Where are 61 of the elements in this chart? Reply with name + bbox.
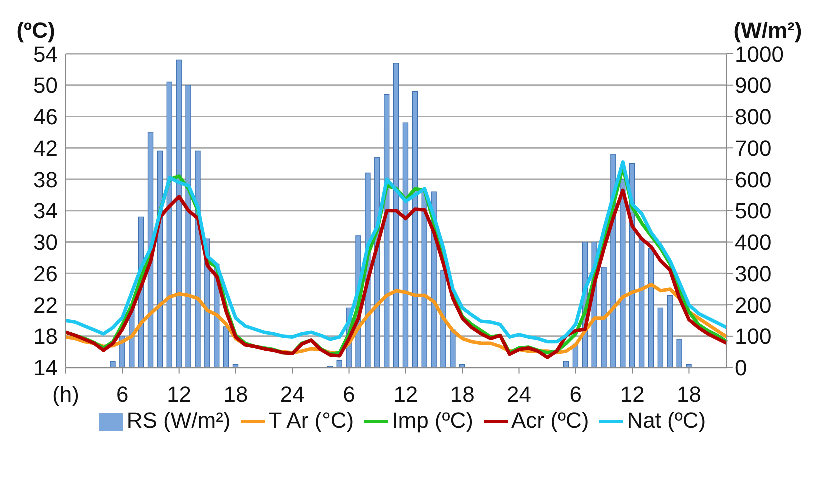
bar (676, 339, 682, 368)
y2-tick-label: 800 (735, 104, 772, 130)
x-tick-label: 24 (280, 382, 305, 407)
y-tick-label: 50 (34, 73, 58, 98)
x-tick-label: (h) (52, 382, 80, 407)
y-tick-label: 14 (34, 356, 58, 381)
y2-tick-label: 300 (735, 261, 772, 286)
bar (166, 82, 172, 368)
bar (176, 60, 182, 368)
y-axis-title: (ºC) (16, 18, 56, 43)
bar (601, 267, 607, 368)
legend-label: T Ar (°C) (268, 408, 354, 433)
y-tick-label: 42 (34, 136, 58, 161)
x-tick-label: 6 (570, 382, 582, 407)
x-tick-label: 18 (676, 382, 702, 407)
y2-tick-label: 500 (735, 198, 772, 224)
x-tick-label: 6 (116, 382, 129, 407)
bar (223, 326, 230, 368)
y-tick-label: 30 (34, 230, 58, 256)
y2-tick-label: 1000 (735, 42, 784, 67)
bar (412, 91, 418, 368)
y-tick-label: 46 (34, 104, 58, 130)
legend-label: Acr (ºC) (512, 408, 590, 433)
y2-tick-label: 900 (735, 73, 772, 98)
y-tick-label: 26 (34, 261, 58, 286)
x-tick-label: 12 (167, 382, 192, 407)
legend-label: Imp (ºC) (392, 408, 474, 433)
bar (648, 248, 654, 368)
y-tick-label: 38 (34, 167, 58, 192)
bar (686, 364, 692, 368)
bar (110, 361, 116, 368)
x-tick-label: 6 (343, 382, 356, 407)
bar (402, 122, 409, 368)
y-tick-label: 34 (34, 198, 58, 224)
bar (638, 238, 645, 368)
bar (440, 270, 446, 368)
x-tick-label: 18 (224, 382, 248, 407)
y2-tick-label: 700 (735, 136, 772, 161)
y2-tick-label: 600 (735, 167, 772, 192)
y-tick-label: 54 (34, 42, 58, 67)
bar (563, 361, 570, 368)
bar (667, 295, 673, 368)
y2-tick-label: 400 (735, 230, 772, 256)
y2-tick-label: 100 (735, 324, 772, 350)
y2-axis-title: (W/m²) (734, 18, 802, 43)
legend-label: RS (W/m²) (126, 408, 231, 433)
y2-tick-label: 200 (735, 292, 772, 318)
y-tick-label: 22 (34, 292, 58, 318)
y2-tick-label: 0 (735, 356, 748, 381)
bar (336, 360, 342, 368)
x-tick-label: 18 (450, 382, 475, 407)
bar (393, 63, 400, 368)
y-tick-label: 18 (34, 324, 58, 350)
bar (620, 179, 626, 368)
bar (658, 308, 664, 368)
bar (450, 330, 456, 368)
x-tick-label: 12 (394, 382, 418, 407)
legend-label: Nat (ºC) (627, 408, 706, 433)
bar (186, 85, 192, 368)
x-tick-label: 12 (620, 382, 645, 407)
x-tick-label: 24 (507, 382, 532, 407)
